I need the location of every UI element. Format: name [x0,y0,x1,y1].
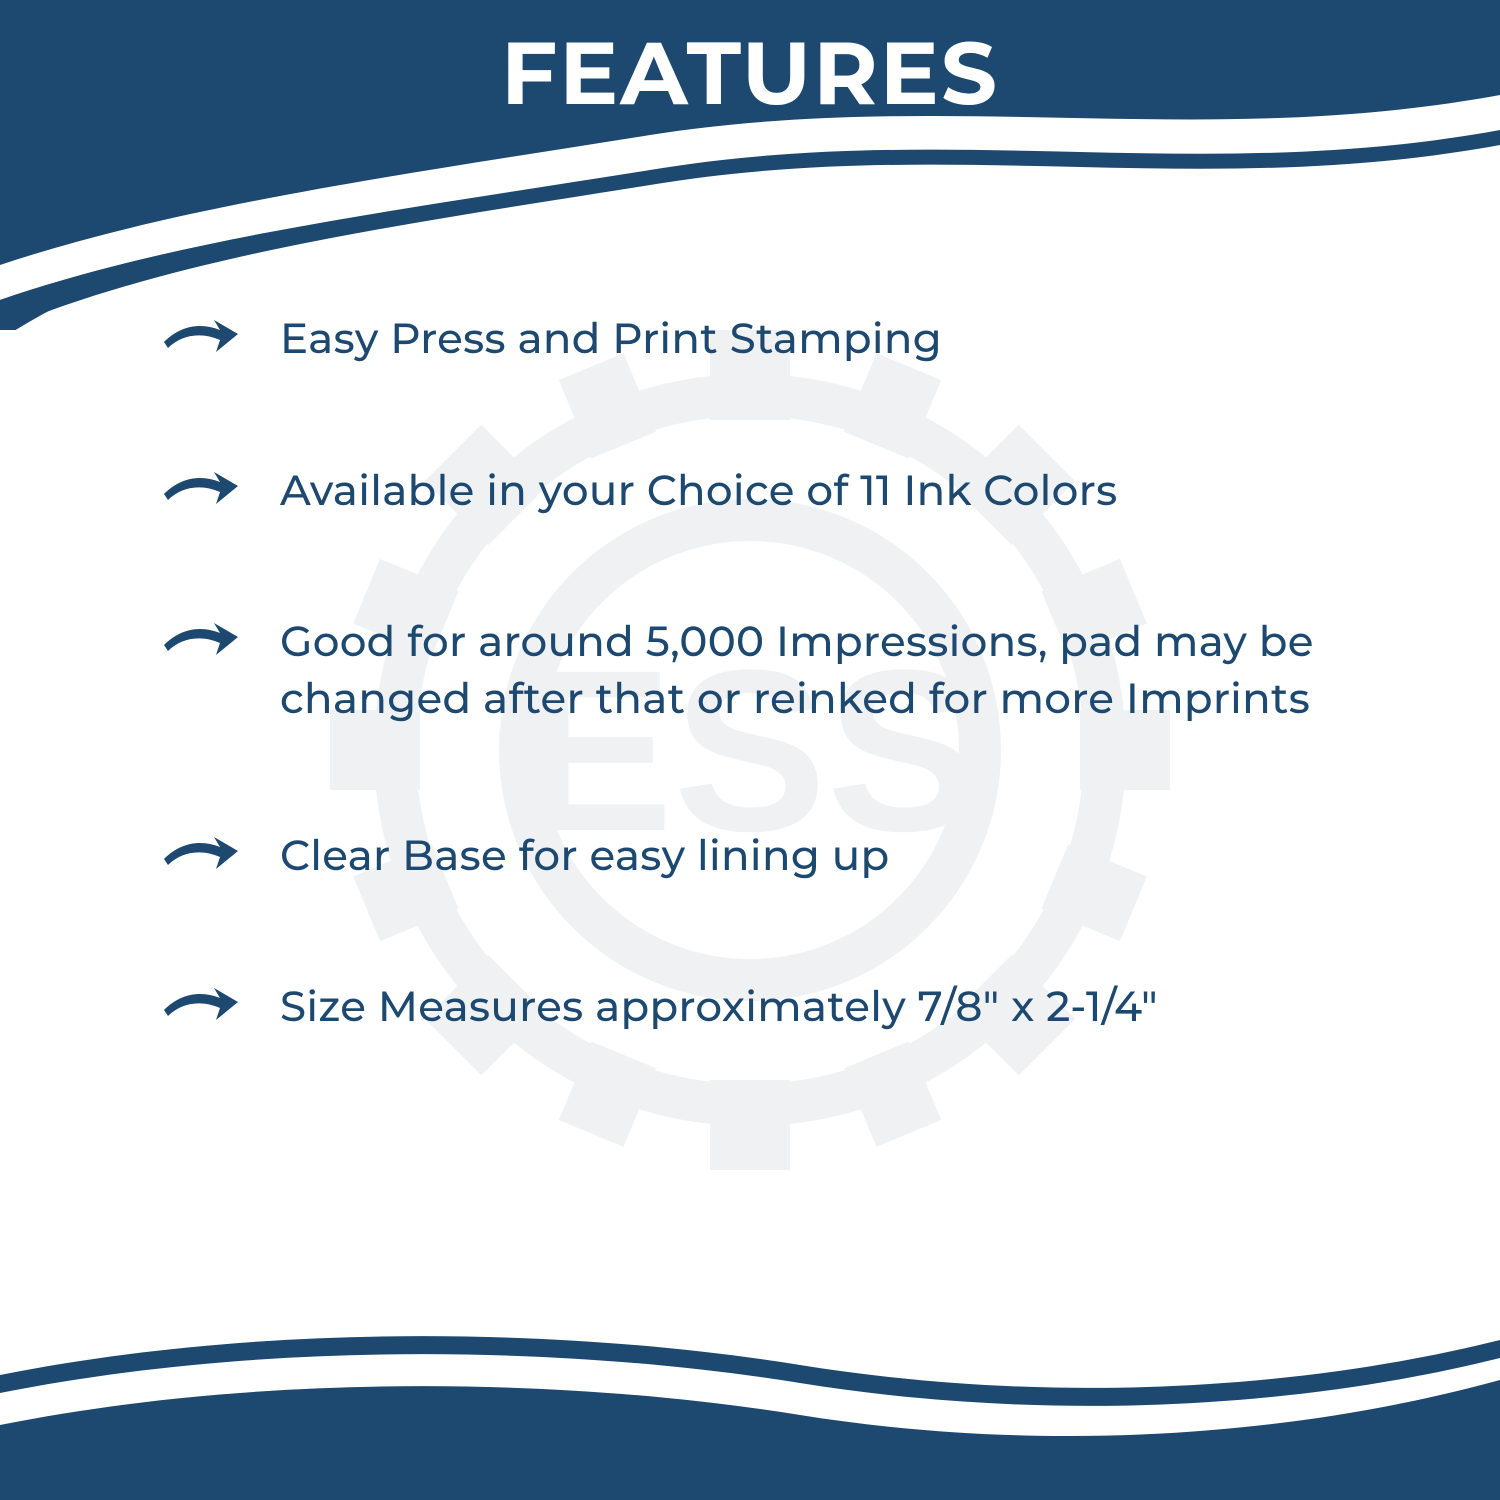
arrow-icon [160,980,242,1028]
arrow-icon [160,312,242,360]
feature-item: Good for around 5,000 Impressions, pad m… [160,613,1410,726]
feature-text: Easy Press and Print Stamping [280,310,942,367]
features-list: Easy Press and Print Stamping Available … [160,310,1410,1130]
feature-text: Clear Base for easy lining up [280,827,889,884]
infographic-container: ESS FEATURES Easy Press and Print Stampi… [0,0,1500,1500]
arrow-icon [160,464,242,512]
feature-text: Good for around 5,000 Impressions, pad m… [280,613,1410,726]
feature-item: Easy Press and Print Stamping [160,310,1410,367]
feature-item: Available in your Choice of 11 Ink Color… [160,462,1410,519]
footer-band [0,1320,1500,1500]
arrow-icon [160,615,242,663]
page-title: FEATURES [0,20,1500,127]
arrow-icon [160,829,242,877]
feature-item: Clear Base for easy lining up [160,827,1410,884]
feature-text: Available in your Choice of 11 Ink Color… [280,462,1117,519]
feature-text: Size Measures approximately 7/8" x 2-1/4… [280,978,1158,1035]
feature-item: Size Measures approximately 7/8" x 2-1/4… [160,978,1410,1035]
